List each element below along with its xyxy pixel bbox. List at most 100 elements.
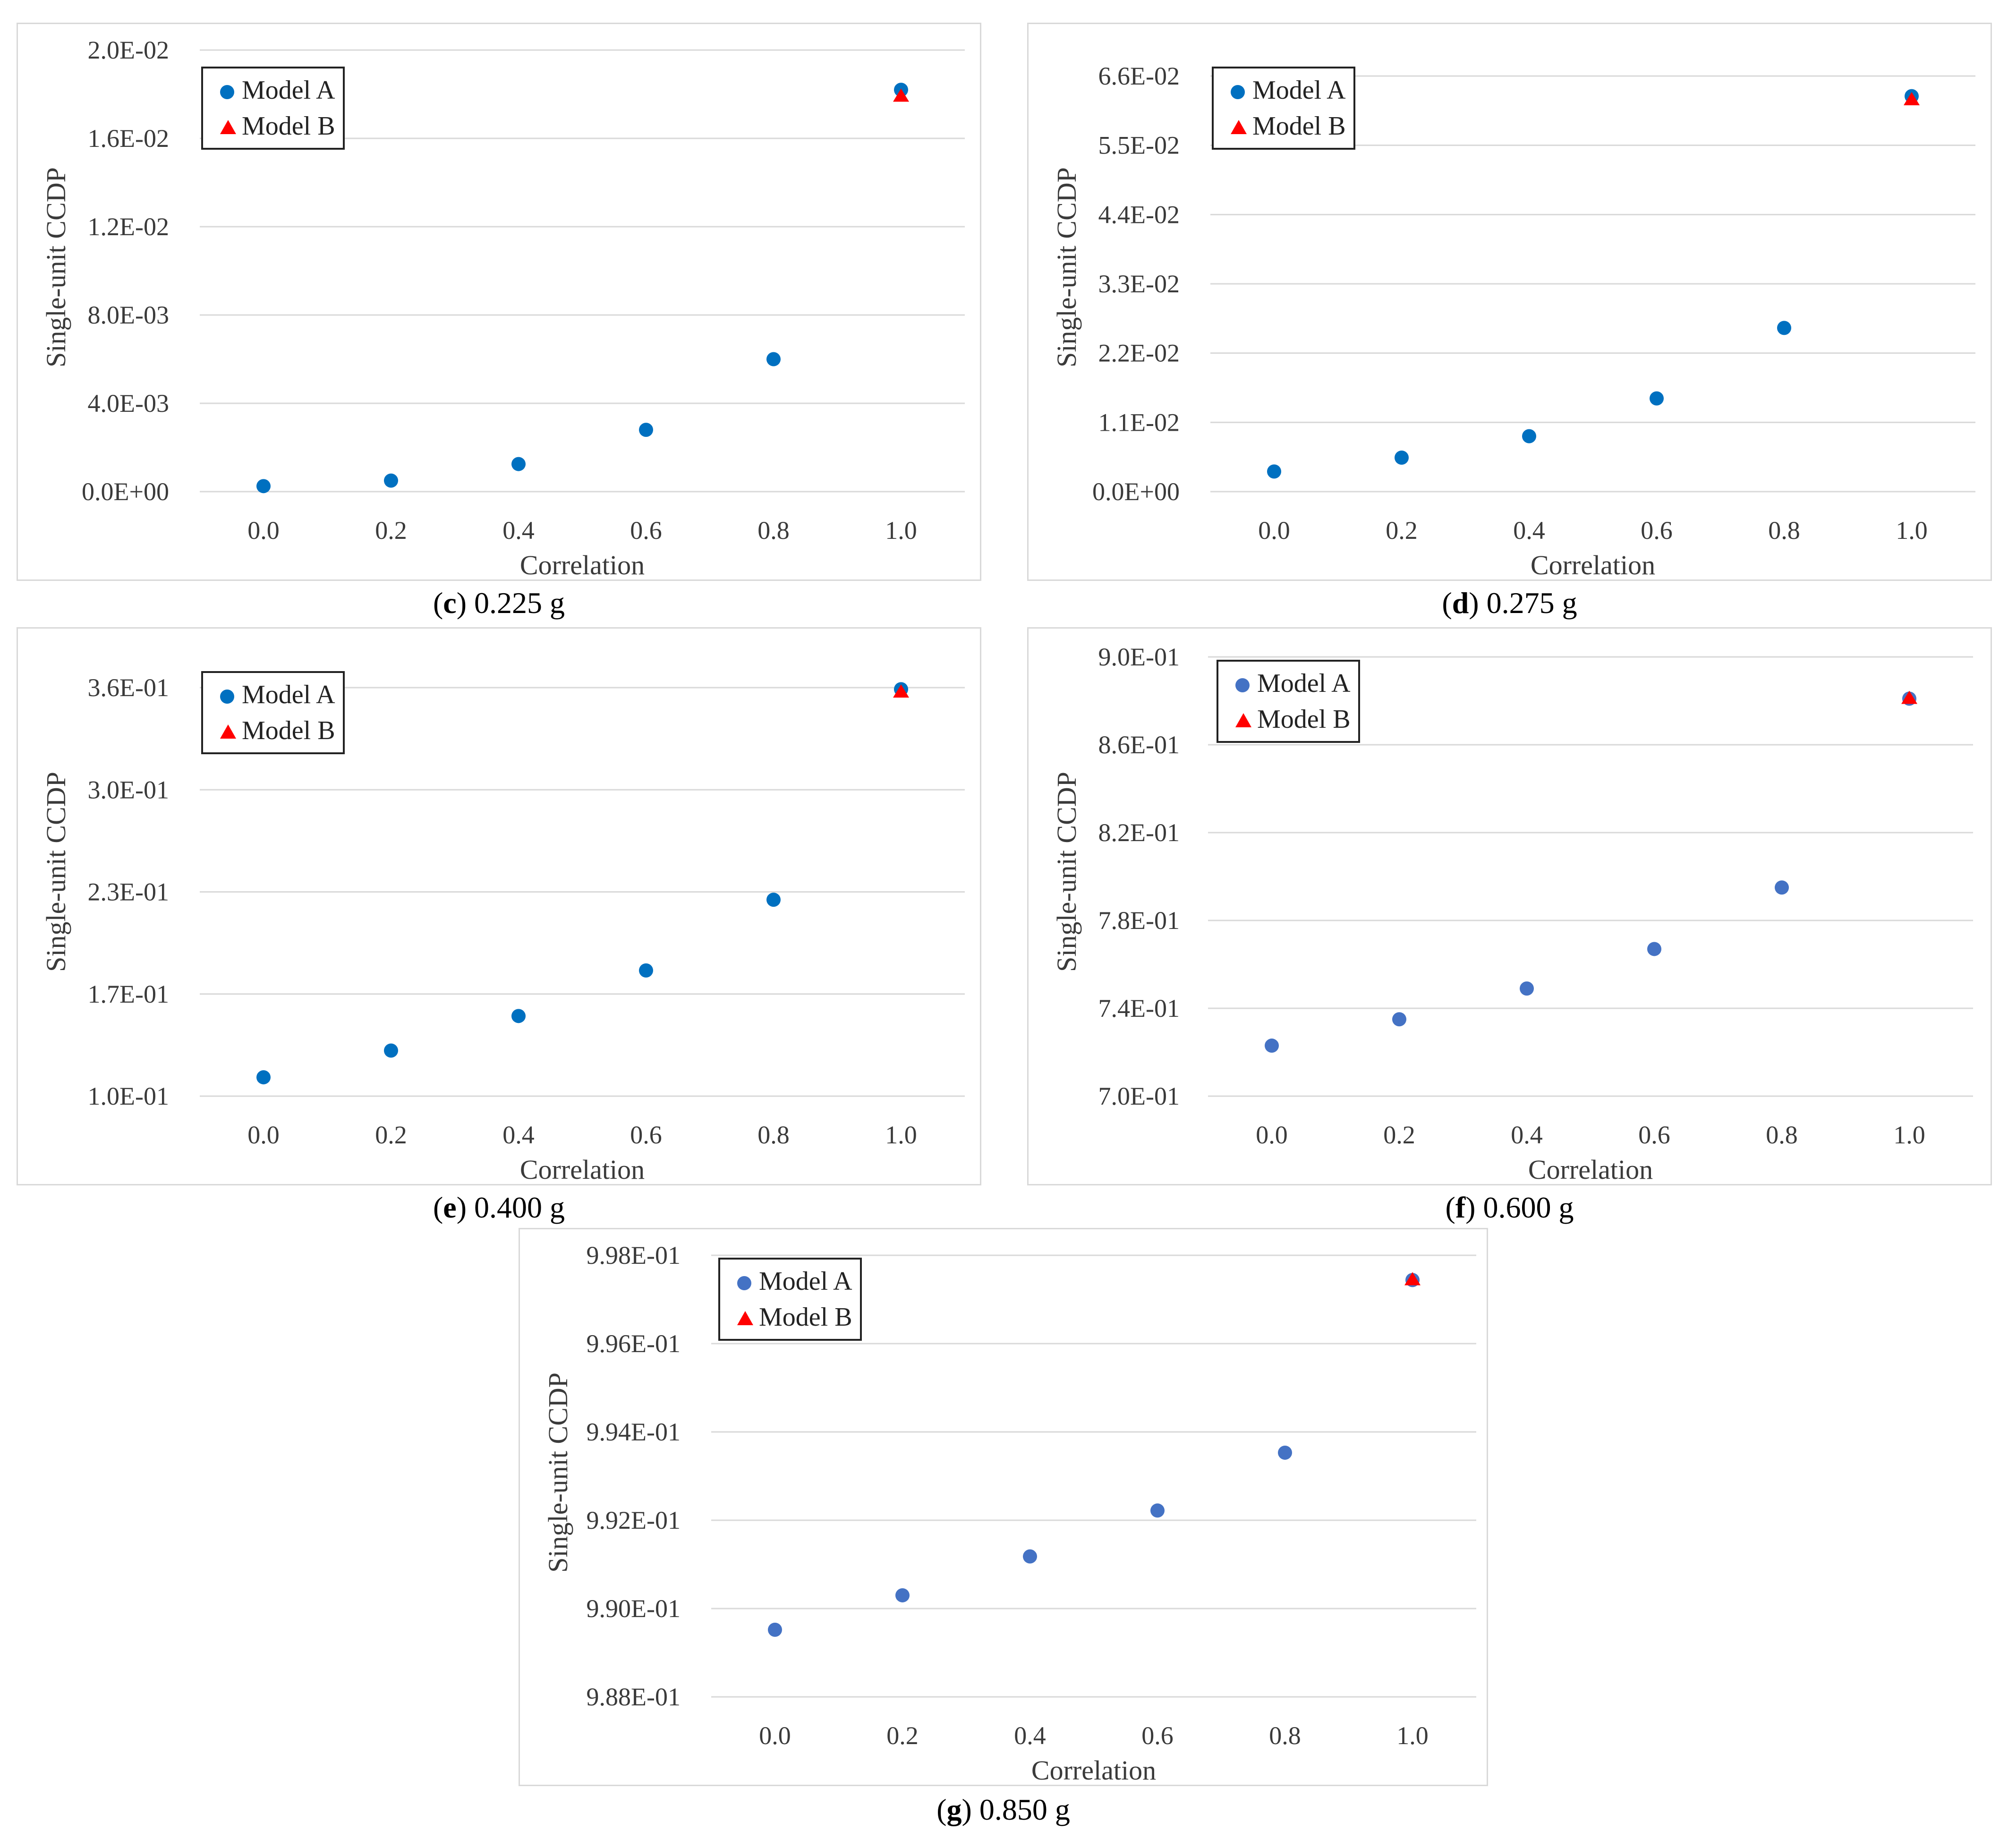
caption-text: 0.400 g (467, 1191, 565, 1224)
legend-item-model-a: Model A (1227, 72, 1346, 108)
x-tick-label: 0.4 (1511, 1121, 1543, 1149)
legend-item-model-b: Model B (733, 1299, 852, 1335)
y-tick-label: 3.3E-02 (1098, 270, 1180, 298)
chart-svg-g: 9.88E-01 9.90E-01 9.92E-01 9.94E-01 9.96E-01… (543, 1241, 1476, 1786)
x-tick-label: 0.4 (502, 1121, 535, 1149)
data-point-model-a (1267, 464, 1281, 479)
legend-label: Model A (759, 1267, 852, 1296)
legend-item-model-a: Model A (733, 1263, 852, 1299)
legend-label: Model B (242, 716, 335, 745)
data-point-model-a (384, 473, 398, 488)
legend-item-model-b: Model B (1227, 108, 1346, 144)
legend-item-model-a: Model A (216, 677, 335, 713)
legend-label: Model B (242, 111, 335, 141)
y-tick-label: 1.0E-01 (88, 1082, 169, 1110)
x-tick-label: 0.4 (1513, 516, 1545, 545)
y-tick-label: 9.90E-01 (587, 1594, 681, 1623)
legend-f: Model A Model B (1217, 660, 1360, 743)
data-point-model-a (511, 457, 526, 471)
y-tick-label: 1.6E-02 (88, 124, 169, 153)
legend-label: Model A (242, 680, 335, 709)
data-point-model-a (1395, 451, 1409, 465)
y-tick-label: 4.4E-02 (1098, 200, 1180, 229)
legend-label: Model A (242, 76, 335, 105)
chart-panel-d: 0.0E+00 1.1E-02 2.2E-02 3.3E-02 4.4E-02 5.5E-… (1027, 23, 1992, 581)
y-axis-title: Single-unit CCDP (41, 772, 71, 972)
x-tick-label: 0.4 (1014, 1721, 1046, 1750)
data-point-model-a (256, 479, 271, 494)
x-tick-label: 1.0 (1396, 1721, 1429, 1750)
x-tick-label: 0.2 (1386, 516, 1418, 545)
y-tick-label: 7.0E-01 (1098, 1082, 1180, 1110)
chart-svg-d: 0.0E+00 1.1E-02 2.2E-02 3.3E-02 4.4E-02 5.5E-… (1051, 62, 1975, 580)
legend-label: Model A (1257, 669, 1351, 698)
x-tick-label: 1.0 (885, 1121, 917, 1149)
x-axis-title: Correlation (520, 550, 645, 580)
x-tick-label: 0.2 (886, 1721, 919, 1750)
x-axis-title: Correlation (520, 1154, 645, 1185)
caption-letter: c (443, 586, 457, 620)
caption-letter: g (946, 1793, 962, 1826)
x-tick-label: 0.0 (1258, 516, 1290, 545)
circle-marker-icon (733, 1272, 759, 1291)
legend-label: Model B (1252, 111, 1346, 141)
data-point-model-a (1775, 880, 1789, 895)
data-point-model-a (1647, 942, 1661, 956)
y-tick-label: 0.0E+00 (82, 477, 169, 506)
y-tick-label: 2.0E-02 (88, 36, 169, 64)
y-tick-label: 1.1E-02 (1098, 408, 1180, 436)
y-tick-label: 3.0E-01 (88, 775, 169, 804)
y-tick-label: 9.88E-01 (587, 1683, 681, 1711)
caption-c: (c) 0.225 g (433, 586, 565, 620)
chart-panel-e: 1.0E-01 1.7E-01 2.3E-01 3.0E-01 3.6E-01 0.0 0.… (17, 627, 981, 1185)
caption-text: 0.275 g (1479, 586, 1577, 620)
data-point-model-b (893, 684, 909, 698)
data-point-model-b (1404, 1272, 1421, 1286)
y-tick-label: 2.3E-01 (88, 878, 169, 906)
y-tick-label: 1.2E-02 (88, 213, 169, 241)
data-point-model-a (766, 893, 781, 907)
caption-text: 0.600 g (1475, 1191, 1574, 1224)
x-tick-label: 0.2 (375, 516, 407, 545)
y-tick-label: 7.4E-01 (1098, 994, 1180, 1022)
x-tick-label: 0.6 (1641, 516, 1673, 545)
caption-g: (g) 0.850 g (936, 1793, 1070, 1826)
x-tick-label: 1.0 (1896, 516, 1928, 545)
x-tick-label: 0.8 (1269, 1721, 1301, 1750)
chart-panel-g: 9.88E-01 9.90E-01 9.92E-01 9.94E-01 9.96E-01… (519, 1228, 1488, 1786)
data-point-model-a (256, 1070, 271, 1085)
x-axis-title: Correlation (1528, 1154, 1653, 1185)
x-tick-label: 0.4 (502, 516, 535, 545)
x-tick-label: 0.8 (757, 516, 790, 545)
data-point-model-a (511, 1009, 526, 1023)
chart-svg-f: 7.0E-01 7.4E-01 7.8E-01 8.2E-01 8.6E-01 9.0E-… (1051, 643, 1973, 1185)
legend-c: Model A Model B (201, 67, 345, 150)
y-tick-label: 7.8E-01 (1098, 906, 1180, 935)
data-point-model-a (1278, 1445, 1292, 1460)
x-tick-label: 0.2 (375, 1121, 407, 1149)
x-tick-label: 0.0 (759, 1721, 791, 1750)
caption-letter: f (1455, 1191, 1466, 1224)
x-tick-label: 1.0 (885, 516, 917, 545)
y-tick-label: 3.6E-01 (88, 673, 169, 702)
y-tick-label: 9.98E-01 (587, 1241, 681, 1269)
y-tick-label: 0.0E+00 (1092, 477, 1180, 506)
legend-label: Model A (1252, 76, 1346, 105)
y-axis-title: Single-unit CCDP (1051, 167, 1082, 367)
legend-d: Model A Model B (1212, 67, 1355, 150)
circle-marker-icon (1227, 81, 1252, 100)
x-tick-label: 0.2 (1383, 1121, 1415, 1149)
x-tick-label: 0.0 (247, 1121, 280, 1149)
data-point-model-a (1392, 1012, 1406, 1027)
legend-item-model-b: Model B (1232, 701, 1351, 737)
circle-marker-icon (1232, 674, 1257, 693)
y-tick-label: 9.92E-01 (587, 1506, 681, 1534)
x-tick-label: 0.8 (1768, 516, 1800, 545)
legend-item-model-b: Model B (216, 713, 335, 749)
caption-letter: e (443, 1191, 457, 1224)
legend-g: Model A Model B (718, 1258, 862, 1341)
y-tick-label: 8.0E-03 (88, 301, 169, 329)
triangle-marker-icon (1232, 710, 1257, 729)
data-point-model-a (384, 1043, 398, 1058)
y-tick-label: 1.7E-01 (88, 980, 169, 1008)
